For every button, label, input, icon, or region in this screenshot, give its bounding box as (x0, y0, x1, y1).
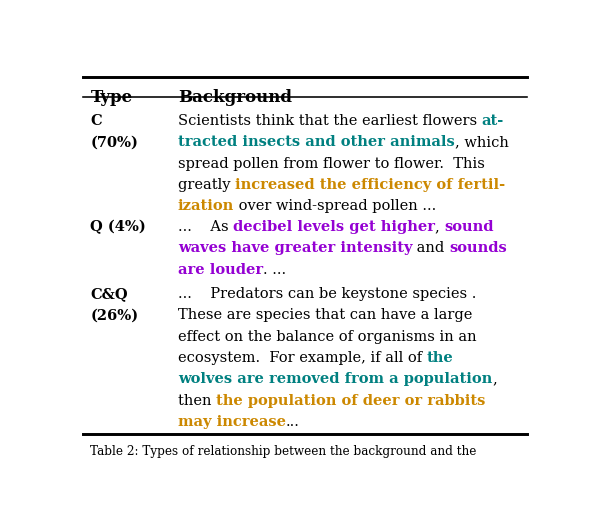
Text: ization: ization (178, 199, 234, 213)
Text: Table 2: Types of relationship between the background and the: Table 2: Types of relationship between t… (90, 445, 476, 458)
Text: effect on the balance of organisms in an: effect on the balance of organisms in an (178, 329, 476, 343)
Text: ,: , (492, 372, 497, 386)
Text: Type: Type (90, 89, 132, 106)
Text: Background: Background (178, 89, 292, 106)
Text: C&Q: C&Q (90, 287, 128, 301)
Text: waves have greater intensity: waves have greater intensity (178, 241, 412, 255)
Text: , which: , which (454, 135, 508, 149)
Text: These are species that can have a large: These are species that can have a large (178, 308, 472, 322)
Text: over wind-spread pollen ...: over wind-spread pollen ... (234, 199, 436, 213)
Text: increased the efficiency of fertil-: increased the efficiency of fertil- (235, 177, 505, 192)
Text: and: and (412, 241, 449, 255)
Text: . ...: . ... (263, 262, 286, 276)
Text: Q (4%): Q (4%) (90, 220, 146, 234)
Text: ,: , (435, 220, 444, 233)
Text: the: the (426, 351, 453, 365)
Text: spread pollen from flower to flower.  This: spread pollen from flower to flower. Thi… (178, 156, 485, 170)
Text: sound: sound (444, 220, 494, 233)
Text: ...    As: ... As (178, 220, 233, 233)
Text: C: C (90, 114, 102, 128)
Text: decibel levels get higher: decibel levels get higher (233, 220, 435, 233)
Text: Scientists think that the earliest flowers: Scientists think that the earliest flowe… (178, 114, 482, 128)
Text: greatly: greatly (178, 177, 235, 192)
Text: tracted insects and other animals: tracted insects and other animals (178, 135, 454, 149)
Text: ecosystem.  For example, if all of: ecosystem. For example, if all of (178, 351, 426, 365)
Text: the population of deer or rabbits: the population of deer or rabbits (216, 393, 485, 407)
Text: (26%): (26%) (90, 308, 138, 322)
Text: at-: at- (482, 114, 504, 128)
Text: ...    Predators can be keystone species .: ... Predators can be keystone species . (178, 287, 476, 301)
Text: (70%): (70%) (90, 135, 138, 149)
Text: wolves are removed from a population: wolves are removed from a population (178, 372, 492, 386)
Text: are louder: are louder (178, 262, 263, 276)
Text: ...: ... (286, 415, 299, 429)
Text: then: then (178, 393, 216, 407)
Text: sounds: sounds (449, 241, 507, 255)
Text: may increase: may increase (178, 415, 286, 429)
